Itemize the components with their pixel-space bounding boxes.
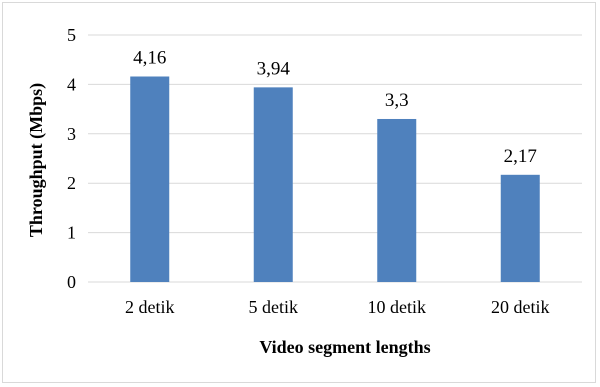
y-tick-label: 3 bbox=[67, 124, 76, 144]
data-label: 3,94 bbox=[257, 58, 291, 79]
y-tick-label: 5 bbox=[67, 25, 76, 45]
x-tick-label: 20 detik bbox=[491, 297, 550, 317]
data-label: 3,3 bbox=[385, 90, 409, 111]
y-tick-label: 4 bbox=[67, 74, 76, 94]
data-labels: 4,16 3,94 3,3 2,17 bbox=[133, 47, 537, 166]
y-tick-label: 2 bbox=[67, 173, 76, 193]
y-axis-title: Throughput (Mbps) bbox=[26, 83, 47, 237]
x-tick-label: 2 detik bbox=[125, 297, 175, 317]
bars bbox=[130, 76, 540, 282]
x-axis-title: Video segment lengths bbox=[259, 337, 430, 357]
y-tick-label: 0 bbox=[67, 272, 76, 292]
bar-2 bbox=[253, 87, 293, 282]
data-label: 4,16 bbox=[133, 47, 166, 68]
bar-1 bbox=[130, 76, 170, 282]
x-tick-label: 10 detik bbox=[368, 297, 427, 317]
gridlines bbox=[88, 34, 582, 283]
x-tick-label: 5 detik bbox=[249, 297, 299, 317]
y-tick-label: 1 bbox=[67, 223, 76, 243]
bar-3 bbox=[377, 118, 417, 282]
x-tick-labels: 2 detik 5 detik 10 detik 20 detik bbox=[125, 297, 550, 317]
y-tick-labels: 0 1 2 3 4 5 bbox=[67, 25, 76, 292]
data-label: 2,17 bbox=[504, 146, 537, 167]
chart-frame bbox=[2, 2, 596, 383]
bar-4 bbox=[500, 174, 540, 282]
